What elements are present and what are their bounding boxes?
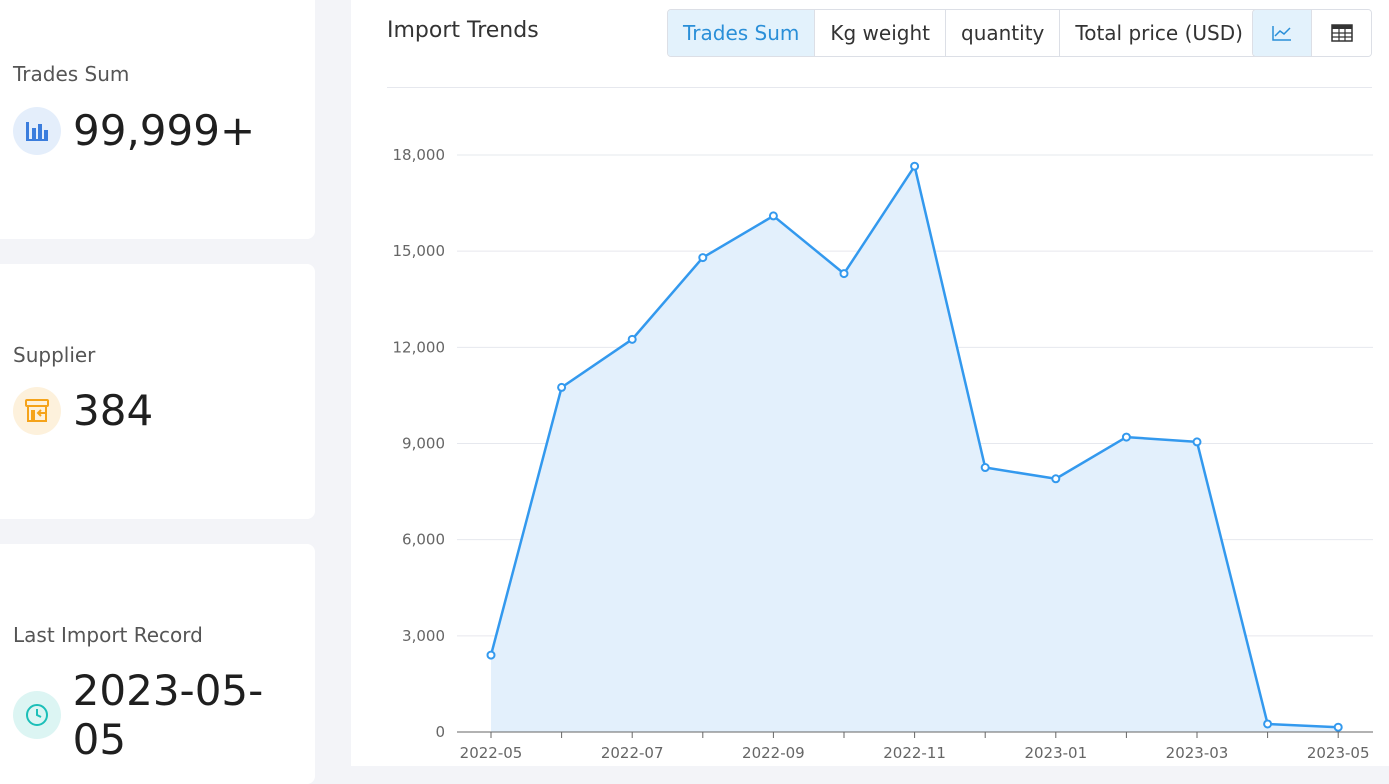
stat-card-trades: Trades Sum 99,999+ <box>0 0 315 239</box>
line-chart-icon <box>1272 26 1291 41</box>
series-area <box>491 166 1339 732</box>
stat-label: Supplier <box>13 343 96 367</box>
data-point <box>1192 437 1202 447</box>
line-chart-view-button[interactable] <box>1253 10 1313 56</box>
data-point <box>557 382 567 392</box>
stat-value: 384 <box>73 386 154 435</box>
data-point <box>910 161 920 171</box>
y-tick-label: 9,000 <box>402 435 445 453</box>
import-trends-chart: 0 3,000 6,000 9,000 12,000 15,000 18,000 2022-0… <box>393 146 1373 762</box>
stat-value: 99,999+ <box>73 106 256 155</box>
import-trends-panel: Import Trends Trades Sum Kg weight quant… <box>351 0 1389 766</box>
data-point <box>1333 722 1343 732</box>
clock-icon <box>13 691 61 739</box>
x-tick-label: 2023-03 <box>1166 744 1229 762</box>
metric-tabs: Trades Sum Kg weight quantity Total pric… <box>667 9 1259 57</box>
stat-row: 2023-05-05 <box>13 666 315 764</box>
x-tick-label: 2023-01 <box>1024 744 1087 762</box>
store-icon <box>13 386 61 435</box>
y-tick-label: 3,000 <box>402 627 445 645</box>
y-tick-label: 6,000 <box>402 531 445 549</box>
tab-trades-sum[interactable]: Trades Sum <box>668 10 816 56</box>
tab-quantity[interactable]: quantity <box>946 10 1061 56</box>
table-view-button[interactable] <box>1312 10 1371 56</box>
stat-row: 384 <box>13 386 153 435</box>
stat-value: 2023-05-05 <box>72 666 264 764</box>
x-tick-label: 2023-05 <box>1307 744 1370 762</box>
stat-card-supplier: Supplier 384 <box>0 264 315 519</box>
stat-row: 99,999+ <box>13 106 255 155</box>
x-tick-label: 2022-09 <box>742 744 805 762</box>
header-divider <box>387 87 1372 88</box>
stat-card-last-import: Last Import Record 2023-05-05 <box>0 544 315 784</box>
stat-label: Trades Sum <box>13 62 130 86</box>
bar-chart-icon <box>13 106 61 155</box>
data-point <box>1051 474 1061 484</box>
view-toggle <box>1252 9 1372 57</box>
tab-total-price[interactable]: Total price (USD) <box>1060 10 1258 56</box>
y-tick-label: 0 <box>435 723 445 741</box>
x-tick-label: 2022-07 <box>601 744 664 762</box>
data-point <box>980 463 990 473</box>
data-point <box>698 253 708 263</box>
y-tick-label: 18,000 <box>393 146 446 164</box>
data-point <box>839 269 849 279</box>
stat-label: Last Import Record <box>13 623 203 647</box>
panel-title: Import Trends <box>387 18 539 43</box>
table-icon <box>1330 24 1353 42</box>
y-tick-label: 12,000 <box>393 338 446 356</box>
data-point <box>627 334 637 344</box>
data-point <box>768 211 778 221</box>
data-point <box>486 650 496 660</box>
data-point <box>1263 719 1273 729</box>
data-point <box>1121 432 1131 442</box>
y-tick-label: 15,000 <box>393 242 446 260</box>
tab-kg-weight[interactable]: Kg weight <box>815 10 946 56</box>
x-tick-label: 2022-05 <box>460 744 523 762</box>
x-tick-label: 2022-11 <box>883 744 946 762</box>
